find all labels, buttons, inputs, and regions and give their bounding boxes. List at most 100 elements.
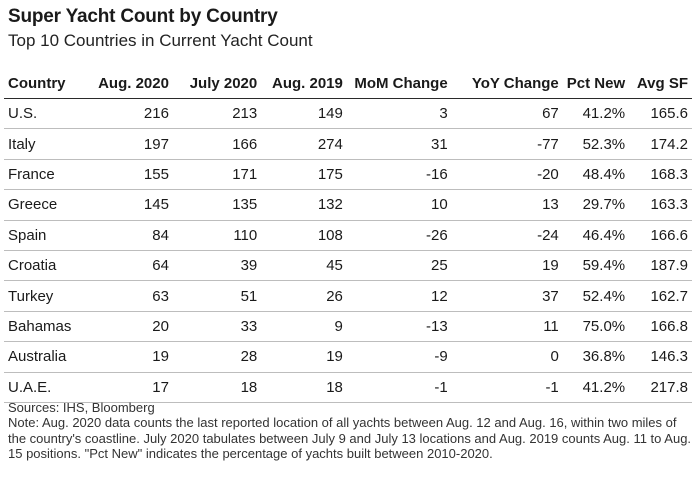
- table-row: Turkey 63 51 26 12 37 52.4% 162.7: [4, 280, 692, 312]
- chart-subtitle: Top 10 Countries in Current Yacht Count: [8, 31, 313, 50]
- column-header: Aug. 2020: [91, 68, 173, 99]
- table-cell: 52.4%: [562, 280, 630, 312]
- table-cell: 166.6: [629, 220, 692, 251]
- country-cell: France: [4, 159, 92, 191]
- country-cell: U.A.E.: [4, 372, 92, 403]
- table-cell: -26: [346, 220, 452, 251]
- table-cell: 41.2%: [562, 372, 630, 403]
- table-cell: 145: [91, 189, 173, 221]
- table-cell: 39: [172, 250, 262, 282]
- table-cell: 3: [346, 98, 452, 130]
- country-cell: Turkey: [4, 280, 92, 312]
- table-body: U.S. 216 213 149 3 67 41.2% 165.6 Italy 197 166 274…: [4, 98, 692, 403]
- table-cell: 213: [172, 98, 262, 130]
- table-header-row: Country Aug. 2020 July 2020 Aug. 2019 Mo…: [4, 68, 692, 99]
- table-cell: 110: [172, 220, 262, 251]
- table-row: Italy 197 166 274 31 -77 52.3% 174.2: [4, 128, 692, 160]
- note-text: Note: Aug. 2020 data counts the last rep…: [8, 415, 692, 462]
- table-cell: 18: [172, 372, 262, 403]
- table-cell: 59.4%: [562, 250, 630, 282]
- table-cell: -16: [346, 159, 452, 191]
- country-cell: Italy: [4, 128, 92, 160]
- table-cell: 64: [91, 250, 173, 282]
- table-row: France 155 171 175 -16 -20 48.4% 168.3: [4, 159, 692, 191]
- table-cell: 26: [261, 280, 347, 312]
- table-cell: 37: [451, 280, 563, 312]
- column-header: YoY Change: [451, 68, 563, 99]
- chart-title: Super Yacht Count by Country: [8, 6, 278, 27]
- country-cell: U.S.: [4, 98, 92, 130]
- table-cell: 132: [261, 189, 347, 221]
- table-cell: 25: [346, 250, 452, 282]
- table-cell: 19: [91, 341, 173, 373]
- table-cell: 10: [346, 189, 452, 221]
- table-cell: 46.4%: [562, 220, 630, 251]
- table-cell: -1: [346, 372, 452, 403]
- table-cell: 52.3%: [562, 128, 630, 160]
- column-header: MoM Change: [346, 68, 452, 99]
- table-cell: 174.2: [629, 128, 692, 160]
- table-cell: 11: [451, 311, 563, 343]
- table-row: Bahamas 20 33 9 -13 11 75.0% 166.8: [4, 311, 692, 343]
- notes-section: Sources: IHS, Bloomberg Note: Aug. 2020 …: [8, 400, 692, 462]
- table-cell: 36.8%: [562, 341, 630, 373]
- country-cell: Greece: [4, 189, 92, 221]
- table-cell: 0: [451, 341, 563, 373]
- table-row: U.A.E. 17 18 18 -1 -1 41.2% 217.8: [4, 372, 692, 403]
- table-row: Australia 19 28 19 -9 0 36.8% 146.3: [4, 341, 692, 373]
- table-row: Greece 145 135 132 10 13 29.7% 163.3: [4, 189, 692, 221]
- table-cell: 146.3: [629, 341, 692, 373]
- table-cell: 28: [172, 341, 262, 373]
- table-cell: 197: [91, 128, 173, 160]
- column-header: Country: [4, 68, 92, 99]
- table-cell: 75.0%: [562, 311, 630, 343]
- table-cell: 12: [346, 280, 452, 312]
- table-cell: 17: [91, 372, 173, 403]
- table-cell: -1: [451, 372, 563, 403]
- table-cell: 171: [172, 159, 262, 191]
- table-cell: 29.7%: [562, 189, 630, 221]
- table-cell: -9: [346, 341, 452, 373]
- table-cell: 217.8: [629, 372, 692, 403]
- country-cell: Croatia: [4, 250, 92, 282]
- table-cell: 18: [261, 372, 347, 403]
- table-cell: 19: [451, 250, 563, 282]
- table-cell: -13: [346, 311, 452, 343]
- table-cell: 19: [261, 341, 347, 373]
- table-cell: 166.8: [629, 311, 692, 343]
- table-cell: 20: [91, 311, 173, 343]
- table-cell: 9: [261, 311, 347, 343]
- table-cell: 165.6: [629, 98, 692, 130]
- table-cell: 51: [172, 280, 262, 312]
- table-cell: -77: [451, 128, 563, 160]
- table-cell: 163.3: [629, 189, 692, 221]
- table-cell: 149: [261, 98, 347, 130]
- table-cell: -24: [451, 220, 563, 251]
- table-row: Spain 84 110 108 -26 -24 46.4% 166.6: [4, 220, 692, 251]
- yacht-count-table: Country Aug. 2020 July 2020 Aug. 2019 Mo…: [4, 68, 692, 403]
- country-cell: Australia: [4, 341, 92, 373]
- column-header: Aug. 2019: [261, 68, 347, 99]
- table-cell: -20: [451, 159, 563, 191]
- table-cell: 175: [261, 159, 347, 191]
- table-cell: 155: [91, 159, 173, 191]
- column-header: Pct New: [562, 68, 630, 99]
- column-header: Avg SF: [629, 68, 692, 99]
- table-cell: 135: [172, 189, 262, 221]
- table-cell: 67: [451, 98, 563, 130]
- table-cell: 45: [261, 250, 347, 282]
- table-cell: 168.3: [629, 159, 692, 191]
- table-cell: 274: [261, 128, 347, 160]
- table-cell: 48.4%: [562, 159, 630, 191]
- table-cell: 216: [91, 98, 173, 130]
- table-cell: 84: [91, 220, 173, 251]
- table-cell: 41.2%: [562, 98, 630, 130]
- column-header: July 2020: [172, 68, 262, 99]
- source-text: Sources: IHS, Bloomberg: [8, 400, 155, 415]
- table-cell: 162.7: [629, 280, 692, 312]
- table-cell: 166: [172, 128, 262, 160]
- table-cell: 108: [261, 220, 347, 251]
- country-cell: Spain: [4, 220, 92, 251]
- table-cell: 33: [172, 311, 262, 343]
- table-cell: 31: [346, 128, 452, 160]
